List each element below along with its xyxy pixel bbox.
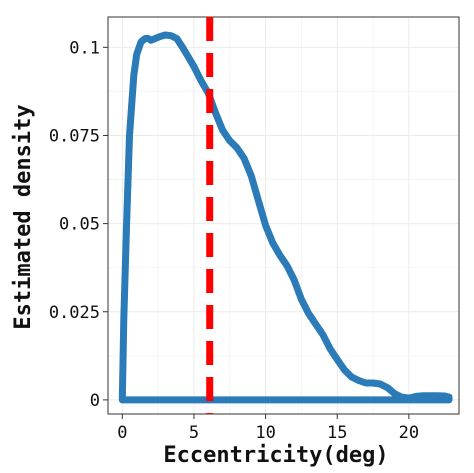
x-tick-label: 15 <box>327 423 347 443</box>
y-tick-label: 0.075 <box>49 126 100 146</box>
y-tick-label: 0.05 <box>59 215 100 235</box>
plot-frame <box>107 16 460 415</box>
x-axis-title: Eccentricity(deg) <box>163 443 388 468</box>
x-axis-tick-labels: 0 5 10 15 20 <box>117 423 419 443</box>
series-layer <box>118 31 453 404</box>
y-axis-tick-labels: 0 0.025 0.05 0.075 0.1 <box>49 38 100 411</box>
x-tick-label: 5 <box>189 423 199 443</box>
x-tick-label: 0 <box>117 423 127 443</box>
x-tick-label: 20 <box>399 423 419 443</box>
y-tick-label: 0 <box>90 391 100 411</box>
grid-lines <box>108 17 459 414</box>
y-tick-label: 0.1 <box>69 38 100 58</box>
y-tick-label: 0.025 <box>49 303 100 323</box>
x-tick-label: 10 <box>255 423 275 443</box>
axis-ticks <box>103 46 410 419</box>
density-series-line <box>118 31 453 404</box>
y-axis-title: Estimated density <box>11 104 36 329</box>
